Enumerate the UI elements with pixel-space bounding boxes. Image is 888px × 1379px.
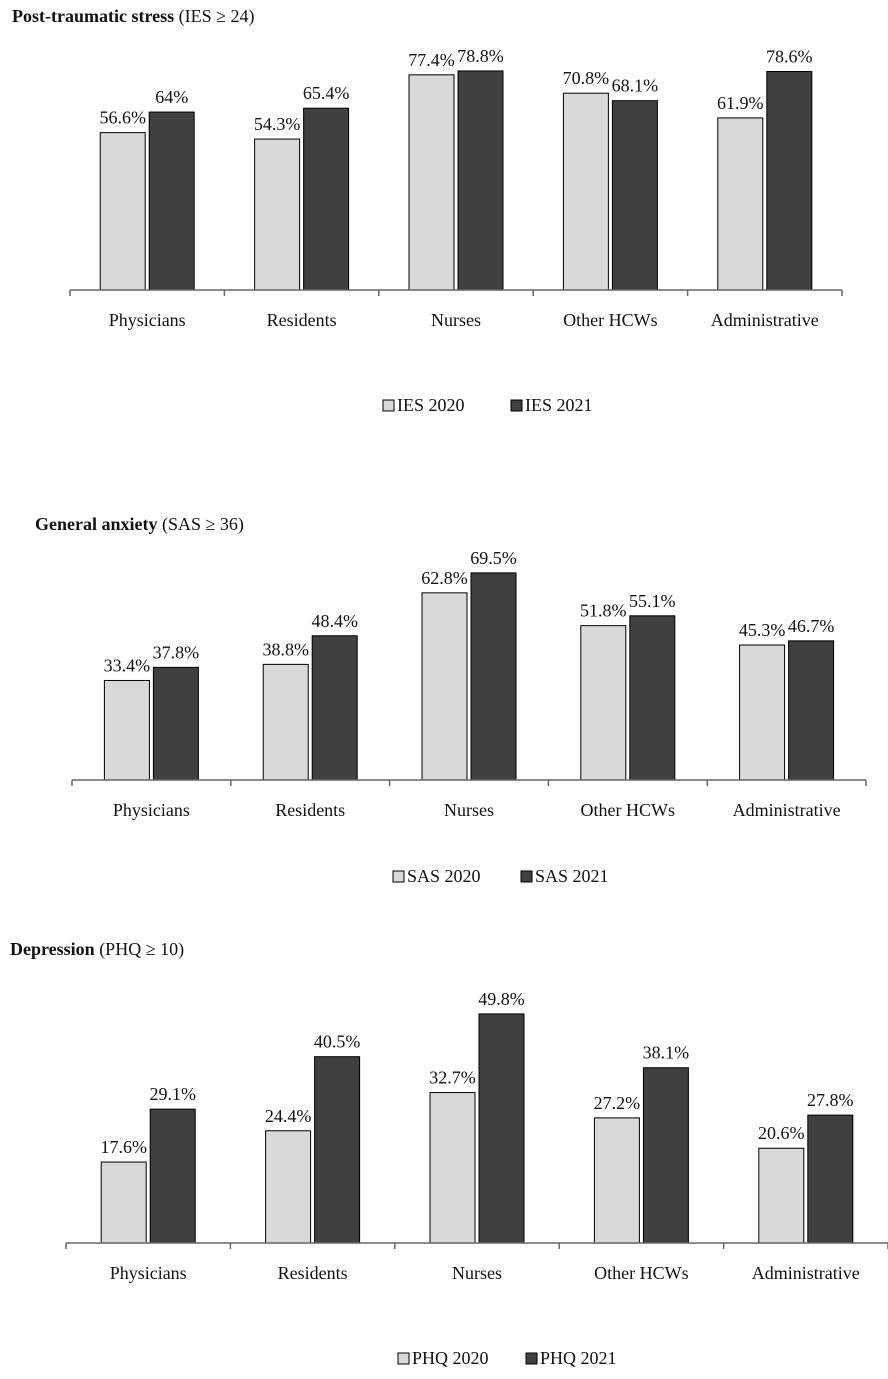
legend-swatch [392,870,405,883]
bar [642,1067,689,1244]
bar [254,138,301,291]
value-label: 69.5% [470,548,517,568]
value-label: 49.8% [478,989,525,1009]
bar [739,644,786,781]
x-tick-label: Physicians [113,800,190,820]
value-label: 33.4% [104,655,151,675]
bar [562,92,609,291]
bar [593,1117,640,1244]
value-label: 56.6% [99,108,146,128]
chart-title: Post-traumatic stress (IES ≥ 24) [12,6,255,27]
title-main: Depression [10,939,95,959]
value-label: 27.2% [594,1093,641,1113]
bar [421,592,468,781]
value-label: 38.8% [262,639,309,659]
legend-label: IES 2021 [525,395,593,415]
x-tick-label: Other HCWs [563,310,657,330]
x-tick-label: Physicians [110,1263,187,1283]
value-label: 55.1% [629,591,676,611]
x-tick-label: Administrative [711,310,819,330]
bar [311,635,358,781]
bar [265,1130,312,1244]
bar [766,70,813,291]
x-tick-label: Nurses [444,800,494,820]
bar [470,572,517,781]
bar [717,117,764,291]
chart-title: General anxiety (SAS ≥ 36) [35,514,244,535]
legend-label: IES 2020 [397,395,465,415]
value-label: 78.6% [766,46,813,66]
legend-swatch [382,399,395,412]
bar [580,625,627,781]
value-label: 61.9% [717,93,764,113]
legend-label: PHQ 2021 [540,1348,617,1368]
value-label: 32.7% [429,1068,476,1088]
x-tick-label: Physicians [109,310,186,330]
value-label: 20.6% [758,1123,805,1143]
legend-label: SAS 2020 [407,866,481,886]
value-label: 48.4% [311,611,358,631]
bar [149,1108,196,1244]
bar [148,111,195,291]
x-tick-label: Nurses [452,1263,502,1283]
value-label: 40.5% [314,1032,361,1052]
value-label: 37.8% [153,642,200,662]
title-qualifier: (SAS ≥ 36) [157,514,243,535]
bar [629,615,676,781]
value-label: 38.1% [643,1043,690,1063]
title-qualifier: (PHQ ≥ 10) [95,939,184,960]
value-label: 17.6% [100,1137,147,1157]
value-label: 29.1% [149,1084,196,1104]
bar [611,100,658,291]
x-tick-label: Other HCWs [581,800,675,820]
value-label: 27.8% [807,1090,854,1110]
legend-swatch [397,1352,410,1365]
bar [314,1056,361,1244]
legend-swatch [510,399,523,412]
legend-label: SAS 2021 [535,866,609,886]
value-label: 70.8% [563,68,610,88]
title-qualifier: (IES ≥ 24) [174,6,254,27]
value-label: 51.8% [580,601,627,621]
value-label: 65.4% [303,83,350,103]
x-tick-label: Administrative [733,800,841,820]
value-label: 64% [155,87,188,107]
legend-swatch [525,1352,538,1365]
value-label: 78.8% [457,46,504,66]
bar [303,107,350,291]
x-tick-label: Other HCWs [594,1263,688,1283]
bar [807,1114,854,1244]
x-tick-label: Residents [275,800,345,820]
value-label: 46.7% [788,616,835,636]
bar [103,679,150,781]
title-main: Post-traumatic stress [12,6,174,26]
bar [262,663,309,781]
value-label: 24.4% [265,1106,312,1126]
value-label: 54.3% [254,114,301,134]
bar [478,1013,525,1244]
x-tick-label: Administrative [752,1263,860,1283]
legend-label: PHQ 2020 [412,1348,489,1368]
x-tick-label: Residents [278,1263,348,1283]
bar [100,1161,147,1244]
value-label: 77.4% [408,50,455,70]
value-label: 68.1% [612,76,659,96]
bar [758,1147,805,1244]
bar [99,132,146,291]
chart-title: Depression (PHQ ≥ 10) [10,939,184,960]
bar [788,640,835,781]
title-main: General anxiety [35,514,157,534]
bar [429,1092,476,1244]
x-tick-label: Nurses [431,310,481,330]
legend-swatch [520,870,533,883]
bar [457,70,504,291]
value-label: 45.3% [739,620,786,640]
x-tick-label: Residents [267,310,337,330]
bar [152,666,199,781]
bar [408,74,455,291]
value-label: 62.8% [421,568,468,588]
